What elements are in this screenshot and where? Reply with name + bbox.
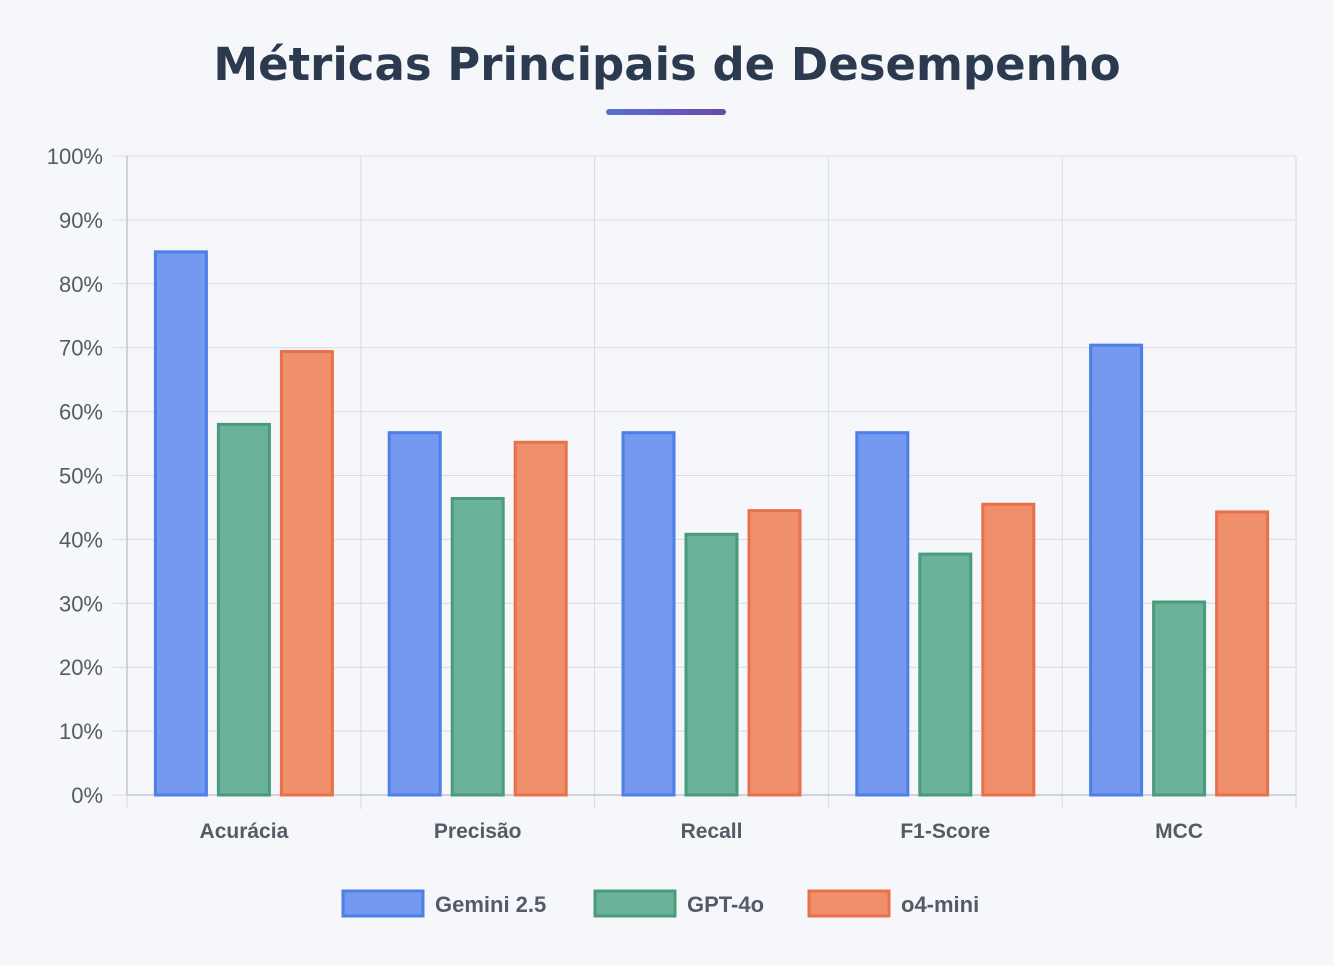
y-tick-label: 40% xyxy=(59,527,103,552)
y-tick-label: 10% xyxy=(59,719,103,744)
bar-o4-mini xyxy=(981,502,1036,797)
y-tick-label: 70% xyxy=(59,336,103,361)
legend-label: Gemini 2.5 xyxy=(435,892,546,917)
title-underline xyxy=(606,109,726,115)
bar-gemini-2-5 xyxy=(1089,343,1144,797)
bar-gemini-2-5 xyxy=(387,431,442,797)
bar-gemini-2-5 xyxy=(153,250,208,797)
x-category-label: MCC xyxy=(1155,820,1203,843)
bar-o4-mini xyxy=(747,509,802,797)
y-tick-label: 100% xyxy=(47,144,103,169)
y-tick-label: 0% xyxy=(71,783,103,808)
bar-gpt-4o xyxy=(918,552,973,797)
x-category-label: Recall xyxy=(681,820,743,843)
bar-gpt-4o xyxy=(1152,600,1207,797)
legend-label: o4-mini xyxy=(901,892,979,917)
y-tick-label: 30% xyxy=(59,591,103,616)
x-category-label: Precisão xyxy=(434,820,522,843)
bar-o4-mini xyxy=(513,440,568,797)
bar-gpt-4o xyxy=(450,497,505,797)
legend-swatch xyxy=(807,889,891,918)
legend-label: GPT-4o xyxy=(687,892,764,917)
bar-o4-mini xyxy=(279,350,334,797)
y-tick-label: 60% xyxy=(59,400,103,425)
y-tick-label: 20% xyxy=(59,655,103,680)
x-category-label: Acurácia xyxy=(200,820,289,843)
legend-swatch xyxy=(341,889,425,918)
bar-o4-mini xyxy=(1215,510,1270,797)
y-tick-label: 50% xyxy=(59,464,103,489)
y-tick-label: 90% xyxy=(59,208,103,233)
x-category-label: F1-Score xyxy=(900,820,990,843)
bar-gpt-4o xyxy=(684,532,739,797)
y-tick-label: 80% xyxy=(59,272,103,297)
bar-gpt-4o xyxy=(216,422,271,797)
bar-gemini-2-5 xyxy=(855,431,910,797)
chart-title: Métricas Principais de Desempenho xyxy=(213,38,1121,91)
legend-swatch xyxy=(593,889,677,918)
bar-gemini-2-5 xyxy=(621,431,676,797)
